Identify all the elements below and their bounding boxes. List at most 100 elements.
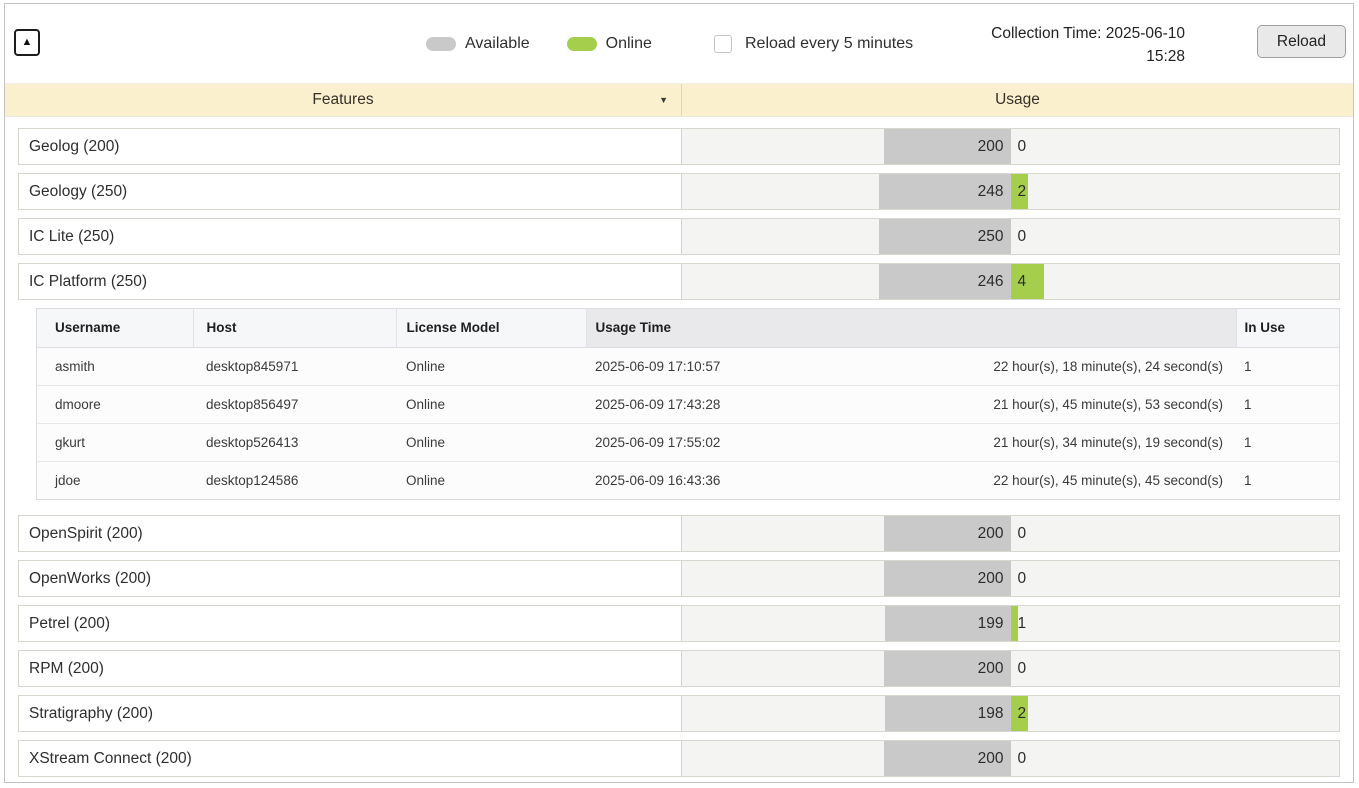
- online-count: 0: [1017, 750, 1027, 767]
- detail-license-model: Online: [396, 422, 586, 461]
- available-count: 248: [977, 183, 1004, 200]
- available-count: 200: [977, 750, 1004, 767]
- collapse-all-icon: ▲: [21, 36, 33, 48]
- feature-row[interactable]: Petrel (200) 199 1: [18, 605, 1340, 642]
- available-bar: [878, 174, 1011, 209]
- feature-name-label: IC Lite (250): [19, 219, 682, 254]
- detail-license-model: Online: [396, 347, 586, 385]
- column-header: Features ▼ Usage: [5, 83, 1353, 117]
- detail-column-header-usage-time[interactable]: Usage Time: [586, 309, 1237, 348]
- detail-row: gkurt desktop526413 Online 2025-06-09 17:55…: [37, 422, 1339, 461]
- usage-bar-cell: 200 0: [682, 651, 1339, 686]
- available-bar: [884, 606, 1011, 641]
- detail-usage-time: 2025-06-09 16:43:36 22 hour(s), 45 minute…: [586, 460, 1236, 499]
- detail-host: desktop526413: [193, 422, 396, 461]
- detail-start-time: 2025-06-09 17:10:57: [595, 358, 721, 374]
- detail-row: dmoore desktop856497 Online 2025-06-09 17:4…: [37, 384, 1339, 423]
- usage-column-label: Usage: [995, 91, 1040, 108]
- detail-host: desktop856497: [193, 384, 396, 423]
- reload-checkbox[interactable]: [714, 34, 732, 53]
- features-column-label: Features: [312, 91, 374, 108]
- online-swatch: [566, 36, 597, 51]
- detail-start-time: 2025-06-09 16:43:36: [595, 472, 721, 488]
- feature-row[interactable]: XStream Connect (200) 200 0: [18, 740, 1340, 777]
- detail-duration: 22 hour(s), 45 minute(s), 45 second(s): [993, 472, 1223, 488]
- collapse-all-button[interactable]: ▲: [14, 29, 40, 56]
- detail-username: asmith: [37, 347, 193, 385]
- available-bar: [883, 516, 1011, 551]
- usage-bar-cell: 200 0: [682, 741, 1339, 776]
- detail-column-header-in-use[interactable]: In Use: [1236, 309, 1339, 348]
- usage-bar-cell: 198 2: [682, 696, 1339, 731]
- feature-row[interactable]: Geolog (200) 200 0: [18, 128, 1340, 165]
- available-count: 250: [977, 228, 1004, 245]
- usage-bar-cell: 200 0: [682, 561, 1339, 596]
- online-bar: [1010, 606, 1018, 641]
- feature-row[interactable]: RPM (200) 200 0: [18, 650, 1340, 687]
- online-count: 0: [1017, 570, 1027, 587]
- online-count: 1: [1017, 615, 1027, 632]
- available-count: 198: [977, 705, 1004, 722]
- detail-start-time: 2025-06-09 17:43:28: [595, 396, 721, 412]
- available-count: 199: [977, 615, 1004, 632]
- available-bar: [883, 561, 1011, 596]
- feature-row[interactable]: IC Lite (250) 250 0: [18, 218, 1340, 255]
- status-legend: Available Online: [426, 4, 680, 83]
- features-column-header[interactable]: Features ▼: [5, 84, 682, 116]
- usage-bar-cell: 199 1: [682, 606, 1339, 641]
- detail-usage-time: 2025-06-09 17:10:57 22 hour(s), 18 minute…: [586, 347, 1236, 385]
- feature-list: Geolog (200) 200 0 Geology (250) 248 2 IC Lite…: [5, 117, 1353, 777]
- toolbar: ▲ Available Online Reload every 5 minute…: [5, 4, 1353, 83]
- detail-column-header-license-model[interactable]: License Model: [396, 309, 587, 348]
- usage-column-header[interactable]: Usage: [682, 84, 1353, 116]
- usage-bar-cell: 200 0: [682, 129, 1339, 164]
- feature-row[interactable]: Geology (250) 248 2: [18, 173, 1340, 210]
- detail-license-model: Online: [396, 460, 586, 499]
- online-bar: [1010, 174, 1028, 209]
- online-count: 4: [1017, 273, 1027, 290]
- online-count: 2: [1017, 705, 1027, 722]
- available-bar: [883, 741, 1011, 776]
- available-swatch: [426, 36, 456, 51]
- auto-reload-group: Reload every 5 minutes: [714, 4, 913, 83]
- feature-name-label: Stratigraphy (200): [19, 696, 682, 731]
- detail-row: asmith desktop845971 Online 2025-06-09 17:1…: [37, 347, 1339, 385]
- detail-duration: 21 hour(s), 45 minute(s), 53 second(s): [993, 396, 1223, 412]
- detail-username: jdoe: [37, 460, 193, 499]
- feature-name-label: Petrel (200): [19, 606, 682, 641]
- collection-time: Collection Time: 2025-06-10 15:28: [991, 22, 1185, 68]
- reload-button[interactable]: Reload: [1256, 25, 1346, 58]
- available-bar: [883, 651, 1011, 686]
- feature-name-label: Geology (250): [19, 174, 682, 209]
- detail-usage-time: 2025-06-09 17:43:28 21 hour(s), 45 minute…: [586, 384, 1236, 423]
- collection-time-line2: 15:28: [1146, 48, 1185, 65]
- usage-bar-cell: 200 0: [682, 516, 1339, 551]
- feature-name-label: RPM (200): [19, 651, 682, 686]
- feature-row[interactable]: OpenWorks (200) 200 0: [18, 560, 1340, 597]
- available-count: 200: [977, 138, 1004, 155]
- online-bar: [1010, 264, 1044, 299]
- detail-table: Username Host License Model Usage Time In Us…: [37, 309, 1339, 499]
- detail-username: dmoore: [37, 384, 193, 423]
- detail-license-model: Online: [396, 384, 586, 423]
- online-count: 2: [1017, 183, 1027, 200]
- license-monitor-window: ▲ Available Online Reload every 5 minute…: [4, 3, 1354, 783]
- feature-row[interactable]: IC Platform (250) 246 4: [18, 263, 1340, 300]
- available-bar: [883, 129, 1011, 164]
- online-legend-label: Online: [605, 34, 652, 52]
- available-count: 200: [977, 660, 1004, 677]
- detail-in-use: 1: [1236, 347, 1339, 385]
- available-legend-label: Available: [465, 34, 530, 52]
- detail-column-header-host[interactable]: Host: [193, 309, 397, 348]
- available-count: 246: [977, 273, 1004, 290]
- detail-usage-time: 2025-06-09 17:55:02 21 hour(s), 34 minute…: [586, 422, 1236, 461]
- reload-checkbox-label: Reload every 5 minutes: [745, 34, 914, 52]
- feature-row[interactable]: Stratigraphy (200) 198 2: [18, 695, 1340, 732]
- collection-time-line1: Collection Time: 2025-06-10: [991, 25, 1185, 42]
- detail-column-header-username[interactable]: Username: [37, 309, 194, 348]
- feature-row[interactable]: OpenSpirit (200) 200 0: [18, 515, 1340, 552]
- detail-in-use: 1: [1236, 422, 1339, 461]
- available-bar: [878, 219, 1011, 254]
- features-dropdown-caret-icon[interactable]: ▼: [659, 95, 668, 105]
- online-count: 0: [1017, 228, 1027, 245]
